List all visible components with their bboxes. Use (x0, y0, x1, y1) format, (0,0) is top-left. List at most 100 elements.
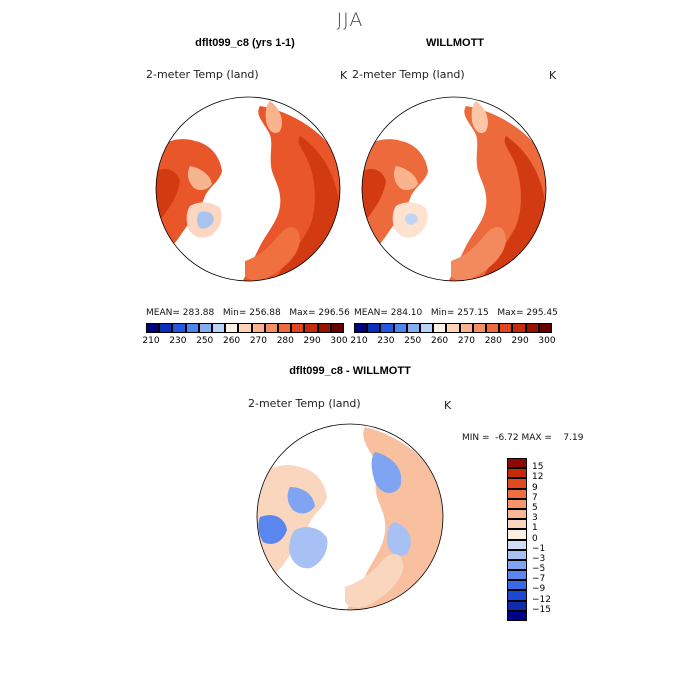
colorbar-tick-label: 3 (532, 513, 538, 524)
diff-panel-heading: dflt099_c8 - WILLMOTT (289, 365, 411, 377)
north-america-diff-cool (258, 515, 287, 544)
colorbar-swatch (406, 323, 420, 333)
colorbar-tick-label: 290 (303, 336, 321, 346)
colorbar-swatch (198, 323, 212, 333)
model-mean-label: MEAN= (146, 308, 180, 318)
colorbar-swatch (459, 323, 473, 333)
colorbar-tick-label: 300 (538, 336, 556, 346)
colorbar-tick-label: 7 (532, 492, 538, 503)
greenland-ice-cold (405, 213, 418, 225)
model-max-value: 296.56 (318, 308, 350, 318)
siberia-coast (451, 226, 506, 281)
model-colorbar-ticks: 210 230 250 260 270 280 290 300 (142, 336, 347, 348)
colorbar-swatch (380, 323, 394, 333)
colorbar-swatch (159, 323, 173, 333)
colorbar-swatch (507, 539, 527, 550)
eurasia-diff-cool (371, 452, 402, 494)
colorbar-swatch (304, 323, 318, 333)
diff-max-label: MAX = (521, 433, 552, 443)
diff-min-label: MIN = (462, 433, 490, 443)
colorbar-tick-label: −3 (532, 553, 546, 564)
arctic-islands (393, 166, 418, 191)
model-max-label: Max= (289, 308, 316, 318)
colorbar-swatch (507, 590, 527, 601)
diff-variable-label: 2-meter Temp (land) (248, 397, 361, 410)
colorbar-tick-label: 280 (276, 336, 294, 346)
model-min-label: Min= (222, 308, 247, 318)
diff-colorbar-ticks: 15 12 9 7 5 3 1 0 −1 −3 −5 −7 −9 −12 −15 (530, 458, 570, 621)
colorbar-swatch (185, 323, 199, 333)
model-panel-heading: dflt099_c8 (yrs 1-1) (195, 37, 295, 49)
colorbar-swatch (251, 323, 265, 333)
colorbar-swatch (472, 323, 486, 333)
colorbar-tick-label: 5 (532, 502, 538, 513)
model-mean-value: 283.88 (182, 308, 215, 318)
obs-max-value: 295.45 (526, 308, 558, 318)
colorbar-swatch (507, 519, 527, 530)
colorbar-swatch (507, 580, 527, 591)
colorbar-swatch (507, 488, 527, 499)
obs-units-label: K (549, 69, 557, 82)
diff-min-value: -6.72 (495, 433, 519, 443)
model-min-value: 256.88 (249, 308, 281, 318)
model-polar-map (155, 96, 341, 282)
colorbar-swatch (512, 323, 526, 333)
siberia-diff-cool (387, 522, 411, 557)
diff-colorbar (507, 458, 527, 621)
arctic-islands (187, 166, 212, 191)
europe-west (471, 101, 488, 133)
colorbar-tick-label: 260 (222, 336, 241, 346)
diff-stats: MIN = -6.72 MAX = 7.19 (462, 433, 583, 443)
colorbar-tick-label: −9 (532, 584, 546, 595)
colorbar-tick-label: −15 (532, 604, 551, 615)
colorbar-swatch (433, 323, 447, 333)
model-variable-label: 2-meter Temp (land) (146, 68, 259, 81)
colorbar-tick-label: 260 (430, 336, 449, 346)
obs-colorbar (354, 323, 552, 333)
obs-panel-heading: WILLMOTT (425, 37, 485, 49)
colorbar-swatch (291, 323, 305, 333)
colorbar-swatch (507, 570, 527, 581)
colorbar-swatch (420, 323, 434, 333)
obs-variable-label: 2-meter Temp (land) (352, 68, 465, 81)
colorbar-swatch (317, 323, 331, 333)
colorbar-swatch (507, 478, 527, 489)
colorbar-swatch (238, 323, 252, 333)
colorbar-swatch (172, 323, 186, 333)
colorbar-swatch (225, 323, 239, 333)
colorbar-swatch (278, 323, 292, 333)
colorbar-tick-label: 12 (532, 472, 544, 483)
colorbar-swatch (264, 323, 278, 333)
colorbar-tick-label: 250 (196, 336, 214, 346)
colorbar-swatch (507, 458, 527, 469)
colorbar-tick-label: 270 (249, 336, 268, 346)
colorbar-swatch (507, 468, 527, 479)
colorbar-swatch (507, 498, 527, 509)
obs-mean-label: MEAN= (354, 308, 388, 318)
colorbar-swatch (446, 323, 460, 333)
obs-polar-map (361, 96, 547, 282)
arctic-islands-diff (287, 487, 315, 514)
siberia-coast-diff (345, 554, 404, 608)
colorbar-tick-label: 1 (532, 523, 538, 534)
obs-stats: MEAN= 284.10 Min= 257.15 Max= 295.45 (354, 308, 558, 318)
colorbar-tick-label: −5 (532, 564, 546, 575)
europe-west (265, 101, 282, 133)
colorbar-tick-label: 210 (350, 336, 368, 346)
colorbar-tick-label: 230 (169, 336, 187, 346)
colorbar-tick-label: 9 (532, 482, 538, 493)
model-units-label: K (340, 69, 348, 82)
colorbar-tick-label: 15 (532, 462, 544, 473)
obs-min-label: Min= (430, 308, 455, 318)
north-america-landmass (156, 139, 222, 256)
colorbar-swatch (212, 323, 226, 333)
colorbar-swatch (507, 610, 527, 621)
diff-max-value: 7.19 (563, 433, 584, 443)
colorbar-tick-label: 300 (330, 336, 348, 346)
colorbar-swatch (146, 323, 160, 333)
page-title: JJA (336, 9, 364, 31)
colorbar-swatch (507, 549, 527, 560)
colorbar-tick-label: 210 (142, 336, 160, 346)
colorbar-swatch (507, 600, 527, 611)
north-america-landmass (362, 139, 428, 256)
